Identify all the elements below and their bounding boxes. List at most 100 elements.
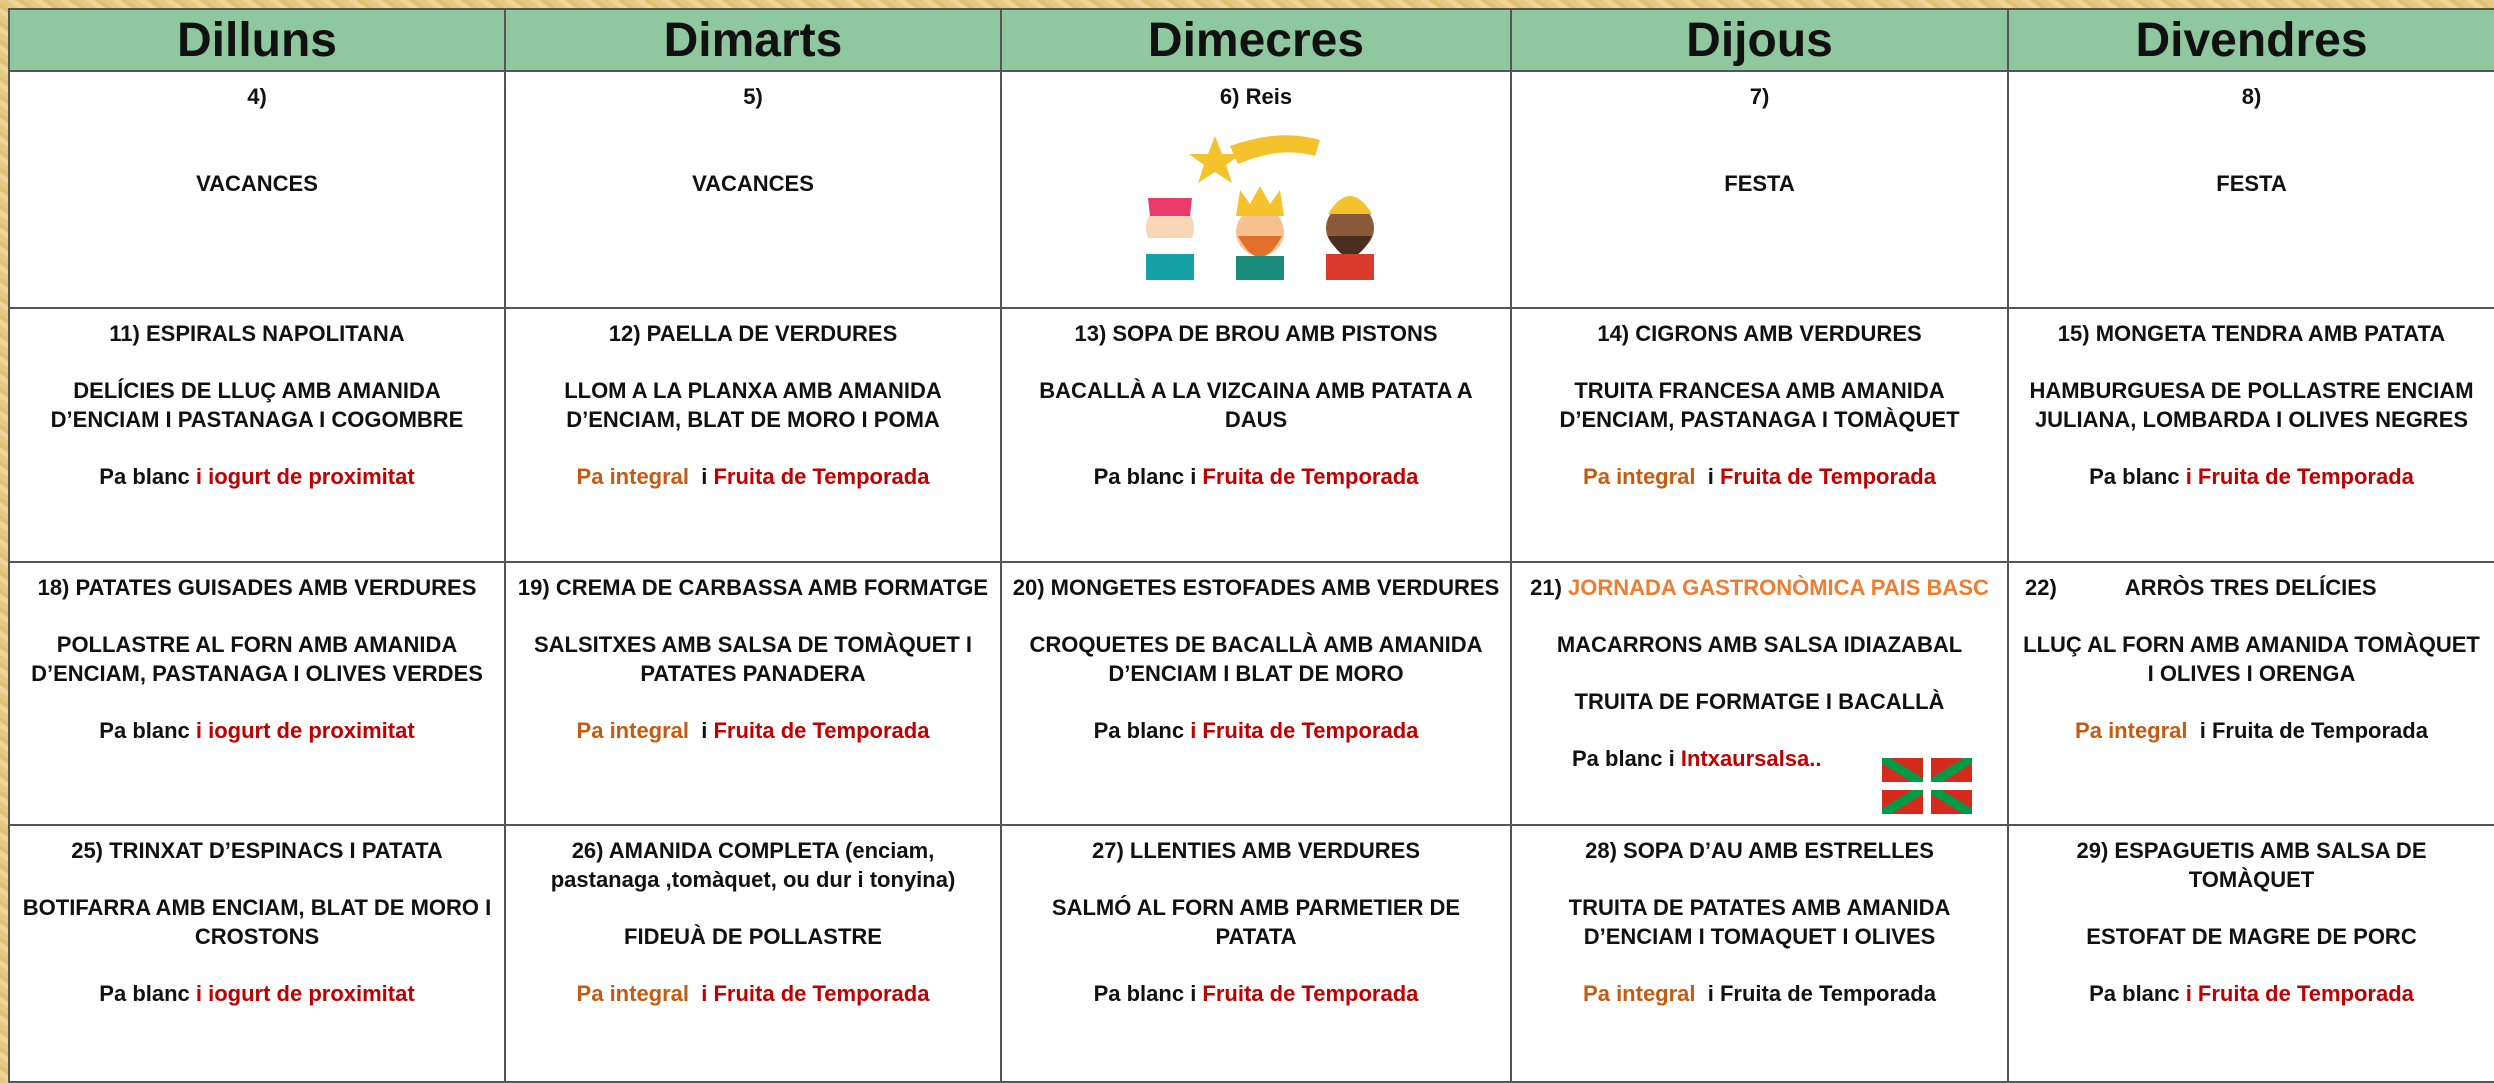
menu-line: BACALLÀ A LA VIZCAINA AMB PATATA A DAUS bbox=[1012, 376, 1500, 434]
menu-text: 6) Reis bbox=[1219, 84, 1293, 109]
menu-line: 25) TRINXAT D’ESPINACS I PATATA bbox=[20, 836, 494, 865]
menu-line: 27) LLENTIES AMB VERDURES bbox=[1012, 836, 1500, 865]
menu-line: 4) bbox=[20, 82, 494, 111]
menu-line: Pa integral i Fruita de Temporada bbox=[1522, 462, 1997, 491]
menu-line: 13) SOPA DE BROU AMB PISTONS bbox=[1012, 319, 1500, 348]
menu-text: 20) MONGETES ESTOFADES AMB VERDURES bbox=[1012, 575, 1500, 600]
menu-cell: 25) TRINXAT D’ESPINACS I PATATA BOTIFARRA… bbox=[8, 824, 506, 1083]
menu-cell: 29) ESPAGUETIS AMB SALSA DE TOMÀQUET ESTO… bbox=[2007, 824, 2494, 1083]
menu-text: Intxaursalsa.. bbox=[1680, 746, 1822, 771]
menu-text: Pa blanc i bbox=[1572, 746, 1681, 771]
menu-line: 20) MONGETES ESTOFADES AMB VERDURES bbox=[1012, 573, 1500, 602]
menu-text: Fruita de Temporada bbox=[1202, 464, 1419, 489]
menu-text: Pa blanc i bbox=[1093, 464, 1203, 489]
menu-text: Pa integral bbox=[2075, 718, 2188, 743]
menu-line: Pa integral i Fruita de Temporada bbox=[2019, 716, 2484, 745]
menu-text: Pa blanc bbox=[99, 464, 196, 489]
menu-text: 7) bbox=[1749, 84, 1770, 109]
menu-text: HAMBURGUESA DE POLLASTRE ENCIAM JULIANA,… bbox=[2029, 378, 2480, 432]
menu-line: Pa integral i Fruita de Temporada bbox=[516, 462, 990, 491]
menu-cell: 26) AMANIDA COMPLETA (enciam, pastanaga … bbox=[504, 824, 1002, 1083]
menu-text: 11) ESPIRALS NAPOLITANA bbox=[109, 321, 405, 346]
menu-cell: 4) VACANCES bbox=[8, 70, 506, 309]
menu-text: i Fruita de Temporada bbox=[689, 981, 930, 1006]
menu-text: ARRÒS TRES DELÍCIES bbox=[2124, 575, 2377, 600]
menu-text: TRUITA FRANCESA AMB AMANIDA D’ENCIAM, PA… bbox=[1559, 378, 1960, 432]
menu-line: SALSITXES AMB SALSA DE TOMÀQUET I PATATE… bbox=[516, 630, 990, 688]
menu-line: TRUITA FRANCESA AMB AMANIDA D’ENCIAM, PA… bbox=[1522, 376, 1997, 434]
menu-text: TRUITA DE PATATES AMB AMANIDA D’ENCIAM I… bbox=[1568, 895, 1957, 949]
menu-cell: 22) ARRÒS TRES DELÍCIES LLUÇ AL FORN AMB A… bbox=[2007, 561, 2494, 826]
menu-cell: 20) MONGETES ESTOFADES AMB VERDURES CROQU… bbox=[1000, 561, 1512, 826]
menu-text: FESTA bbox=[2216, 171, 2287, 196]
menu-text: Fruita de Temporada bbox=[713, 718, 930, 743]
menu-text: SALSITXES AMB SALSA DE TOMÀQUET I PATATE… bbox=[534, 632, 979, 686]
menu-line: HAMBURGUESA DE POLLASTRE ENCIAM JULIANA,… bbox=[2019, 376, 2484, 434]
menu-line: 22) ARRÒS TRES DELÍCIES bbox=[2019, 573, 2484, 602]
menu-text: FESTA bbox=[1724, 171, 1795, 196]
menu-table: Dilluns Dimarts Dimecres Dijous Divendres 4) V… bbox=[8, 8, 2494, 1083]
menu-text: i bbox=[1695, 464, 1720, 489]
basque-flag bbox=[1882, 758, 1972, 814]
menu-text: Pa blanc bbox=[99, 718, 196, 743]
menu-line: TRUITA DE FORMATGE I BACALLÀ bbox=[1522, 687, 1997, 716]
menu-text: 28) SOPA D’AU AMB ESTRELLES bbox=[1585, 838, 1934, 863]
menu-cell: 5) VACANCES bbox=[504, 70, 1002, 309]
day-header: Dijous bbox=[1510, 8, 2009, 72]
menu-cell: 27) LLENTIES AMB VERDURES SALMÓ AL FORN A… bbox=[1000, 824, 1512, 1083]
menu-text: TRUITA DE FORMATGE I BACALLÀ bbox=[1574, 689, 1945, 714]
menu-text: Pa integral bbox=[1583, 464, 1696, 489]
menu-text: Pa blanc i bbox=[1093, 981, 1203, 1006]
menu-text: VACANCES bbox=[692, 171, 814, 196]
menu-line: ESTOFAT DE MAGRE DE PORC bbox=[2019, 922, 2484, 951]
menu-line: Pa blanc i Fruita de Temporada bbox=[2019, 462, 2484, 491]
menu-text: 21) bbox=[1530, 575, 1569, 600]
menu-line: Pa blanc i Fruita de Temporada bbox=[2019, 979, 2484, 1008]
menu-line: MACARRONS AMB SALSA IDIAZABAL bbox=[1522, 630, 1997, 659]
menu-text: 14) CIGRONS AMB VERDURES bbox=[1597, 321, 1922, 346]
menu-line: 11) ESPIRALS NAPOLITANA bbox=[20, 319, 494, 348]
menu-line: 18) PATATES GUISADES AMB VERDURES bbox=[20, 573, 494, 602]
menu-cell: 28) SOPA D’AU AMB ESTRELLES TRUITA DE PAT… bbox=[1510, 824, 2009, 1083]
menu-text: i Fruita de Temporada bbox=[2185, 464, 2414, 489]
menu-cell: 18) PATATES GUISADES AMB VERDURES POLLAST… bbox=[8, 561, 506, 826]
menu-text: JORNADA GASTRONÒMICA PAIS BASC bbox=[1568, 575, 1989, 600]
menu-text: Pa blanc bbox=[2089, 464, 2186, 489]
menu-text: 26) AMANIDA COMPLETA (enciam, pastanaga … bbox=[550, 838, 956, 892]
menu-line: Pa integral i Fruita de Temporada bbox=[1522, 979, 1997, 1008]
menu-line: 15) MONGETA TENDRA AMB PATATA bbox=[2019, 319, 2484, 348]
menu-text: i bbox=[689, 464, 714, 489]
menu-line: CROQUETES DE BACALLÀ AMB AMANIDA D’ENCIA… bbox=[1012, 630, 1500, 688]
menu-text: 27) LLENTIES AMB VERDURES bbox=[1091, 838, 1420, 863]
menu-text: CROQUETES DE BACALLÀ AMB AMANIDA D’ENCIA… bbox=[1029, 632, 1489, 686]
menu-line: 29) ESPAGUETIS AMB SALSA DE TOMÀQUET bbox=[2019, 836, 2484, 894]
menu-line: 14) CIGRONS AMB VERDURES bbox=[1522, 319, 1997, 348]
menu-line: TRUITA DE PATATES AMB AMANIDA D’ENCIAM I… bbox=[1522, 893, 1997, 951]
day-header: Dimecres bbox=[1000, 8, 1512, 72]
menu-text: i Fruita de Temporada bbox=[1190, 718, 1419, 743]
menu-text: LLUÇ AL FORN AMB AMANIDA TOMÀQUET I OLIV… bbox=[2023, 632, 2486, 686]
menu-line: Pa blanc i Intxaursalsa.. bbox=[1522, 744, 1997, 773]
menu-text: i Fruita de Temporada bbox=[2185, 981, 2414, 1006]
menu-line: BOTIFARRA AMB ENCIAM, BLAT DE MORO I CRO… bbox=[20, 893, 494, 951]
menu-line: FESTA bbox=[1522, 169, 1997, 198]
menu-text: 5) bbox=[743, 84, 763, 109]
menu-text: i Fruita de Temporada bbox=[2187, 718, 2428, 743]
menu-text: Pa integral bbox=[576, 981, 690, 1006]
menu-line: 5) bbox=[516, 82, 990, 111]
menu-line: Pa integral i Fruita de Temporada bbox=[516, 979, 990, 1008]
menu-text: Pa blanc bbox=[99, 981, 196, 1006]
menu-line: DELÍCIES DE LLUÇ AMB AMANIDA D’ENCIAM I … bbox=[20, 376, 494, 434]
menu-text: LLOM A LA PLANXA AMB AMANIDA D’ENCIAM, B… bbox=[564, 378, 948, 432]
menu-line: VACANCES bbox=[516, 169, 990, 198]
menu-cell: 12) PAELLA DE VERDURES LLOM A LA PLANXA A… bbox=[504, 307, 1002, 563]
menu-text: 15) MONGETA TENDRA AMB PATATA bbox=[2057, 321, 2446, 346]
menu-text: 8) bbox=[2241, 84, 2262, 109]
kings-icon bbox=[1146, 135, 1374, 280]
day-header: Dilluns bbox=[8, 8, 506, 72]
menu-line: 7) bbox=[1522, 82, 1997, 111]
menu-text: BACALLÀ A LA VIZCAINA AMB PATATA A DAUS bbox=[1039, 378, 1479, 432]
menu-line: FESTA bbox=[2019, 169, 2484, 198]
menu-text: 13) SOPA DE BROU AMB PISTONS bbox=[1074, 321, 1438, 346]
